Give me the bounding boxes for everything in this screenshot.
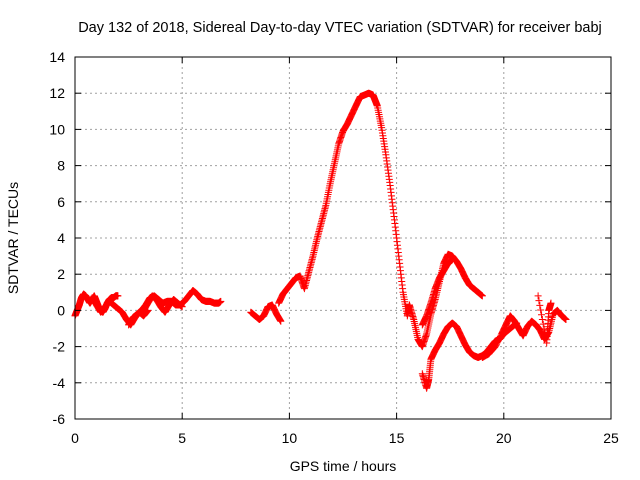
data-point [537, 306, 545, 314]
x-tick-label: 25 [603, 430, 619, 446]
y-tick-label: -6 [53, 411, 66, 427]
data-point [535, 297, 543, 305]
x-tick-label: 20 [496, 430, 512, 446]
grid [75, 57, 611, 419]
y-axis-label: SDTVAR / TECUs [5, 182, 21, 294]
x-tick-label: 0 [71, 430, 79, 446]
data-point [448, 256, 456, 264]
y-tick-label: 0 [57, 302, 65, 318]
y-tick-label: 8 [57, 158, 65, 174]
y-tick-label: 14 [49, 49, 65, 65]
data-point [217, 297, 225, 305]
y-tick-label: 6 [57, 194, 65, 210]
x-axis-label: GPS time / hours [290, 458, 397, 474]
series-main-peak [275, 89, 413, 320]
series-late-scatter [534, 292, 555, 347]
data-point [540, 325, 548, 333]
data-point [538, 315, 546, 323]
y-tick-label: 2 [57, 266, 65, 282]
y-tick-label: 4 [57, 230, 65, 246]
series-midday-segment [125, 286, 225, 329]
x-tick-label: 5 [178, 430, 186, 446]
y-tick-labels: -6 -4 -2 0 2 4 6 8 10 12 14 [49, 49, 65, 427]
data-point [534, 292, 542, 300]
data-point [277, 317, 285, 325]
y-tick-label: -2 [53, 339, 66, 355]
y-tick-label: 12 [49, 85, 65, 101]
data-point [536, 301, 544, 309]
x-tick-labels: 0 5 10 15 20 25 [71, 430, 619, 446]
data-point [538, 311, 546, 319]
series-late-segment [478, 306, 570, 361]
data-point [539, 320, 547, 328]
series-midday-segment-2 [140, 292, 186, 316]
series-post-peak-middle [418, 256, 456, 329]
data-point [178, 303, 186, 311]
data-point [478, 292, 486, 300]
x-tick-label: 10 [282, 430, 298, 446]
chart-title: Day 132 of 2018, Sidereal Day-to-day VTE… [78, 20, 602, 36]
data-point [542, 334, 550, 342]
data-point [562, 315, 570, 323]
y-tick-label: 10 [49, 121, 65, 137]
y-tick-label: -4 [53, 375, 66, 391]
series-pre-peak-segment [247, 301, 285, 325]
data-point [114, 292, 122, 300]
axis-ticks [74, 56, 612, 420]
data-point [547, 299, 555, 307]
data-points [71, 89, 570, 392]
x-tick-label: 15 [389, 430, 405, 446]
